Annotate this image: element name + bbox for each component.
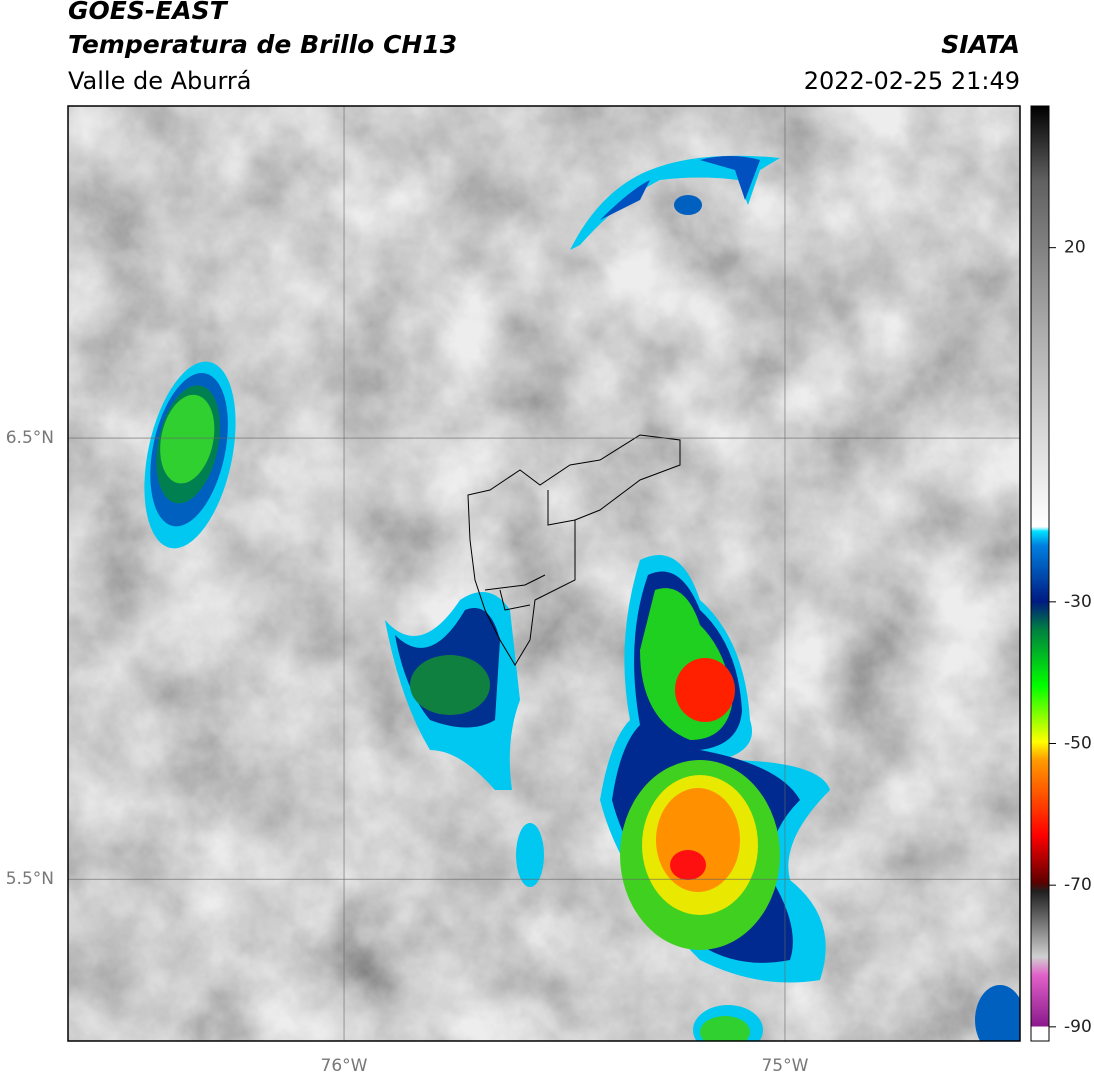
colorbar [1030, 105, 1050, 1042]
colorbar-tick-label: -50 [1064, 734, 1092, 754]
map-image [68, 106, 1020, 1041]
colorbar-tick-label: -30 [1064, 592, 1092, 612]
title: GOES-EAST [68, 0, 229, 25]
region: Valle de Aburrá [68, 67, 252, 95]
municipal-boundaries [467, 434, 681, 666]
y-tick-label: 6.5°N [6, 428, 54, 448]
datetime: 2022-02-25 21:49 [804, 67, 1020, 95]
cold-clouds [144, 155, 1020, 1041]
map-frame [67, 105, 1021, 1042]
x-tick-label: 76°W [321, 1056, 368, 1076]
cloud-texture [68, 106, 1020, 1041]
colorbar-tick-label: 20 [1064, 238, 1086, 258]
source: SIATA [941, 30, 1020, 59]
x-tick-label: 75°W [761, 1056, 808, 1076]
colorbar-tick-label: -90 [1064, 1017, 1092, 1037]
colorbar-tick-label: -70 [1064, 875, 1092, 895]
subtitle: Temperatura de Brillo CH13 [68, 30, 457, 59]
y-tick-label: 5.5°N [6, 869, 54, 889]
graticule [68, 106, 1020, 1041]
